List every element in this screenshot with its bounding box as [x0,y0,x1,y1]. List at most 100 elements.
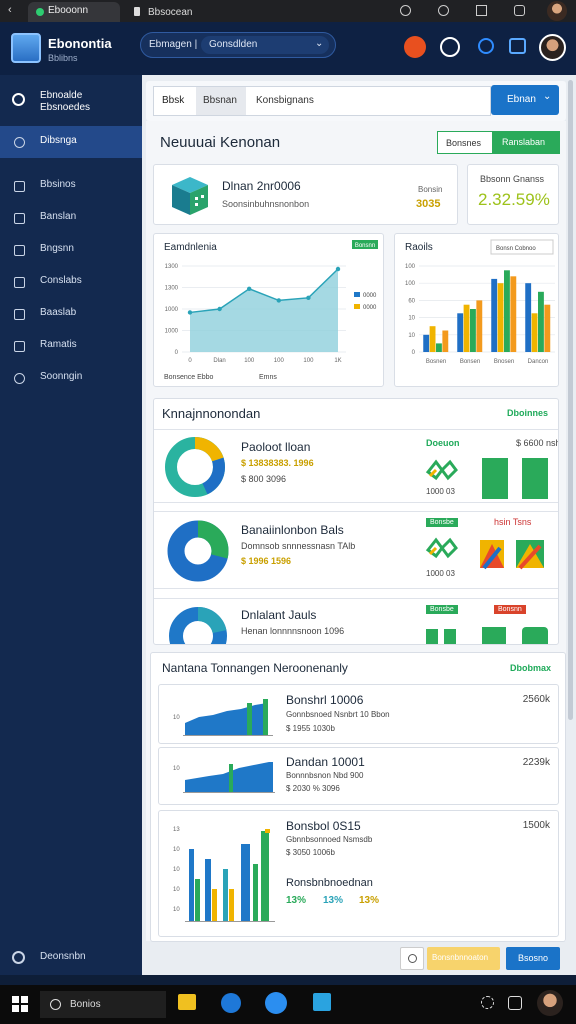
sidebar-item[interactable]: Ramatis [40,339,77,350]
toolbar-search[interactable]: Konsbignans [256,95,314,106]
y-tick-label: 0 [412,350,416,356]
section-title: Nantana Tonnangen Neroonenanly [162,661,348,675]
y-tick-label: 60 [408,298,415,304]
svg-text:10: 10 [173,907,180,913]
app-header: Ebonontia Bblibns Ebmagen | Gonsdlden ⌄ [0,22,576,75]
browser-icon[interactable] [438,5,449,16]
taskbar-search[interactable]: Bonios [40,991,166,1018]
button[interactable]: Ranslaban [493,131,560,154]
item-line: $ 13838383. 1996 [241,458,314,468]
toolbar-tab[interactable]: Bbsk [162,95,185,106]
sidebar-item[interactable]: Dibsnga [40,135,77,146]
sidebar: Ebnoalde Ebsnoedes Dibsnga Bbsinos Banslan… [0,75,142,975]
list-item[interactable]: Banaiinlonbon Bals Domnsob snnnessnasn T… [154,511,558,589]
toolbar-tab: Bbsnan [203,95,237,106]
bar [470,309,476,352]
list-item[interactable]: Dnlalant Jauls Henan lonnnnsnoon 1096 Bo… [154,598,558,644]
svg-text:10: 10 [173,887,180,893]
list-item[interactable]: 10 Bonshrl 10006 Gonnbsnoed Nsnbrt 10 Bb… [158,684,559,744]
bar [538,291,544,352]
avatar[interactable] [547,1,567,21]
item-line: $ 1955 1030b [286,724,335,733]
section-link[interactable]: Dboinnes [506,408,548,418]
item-side: $ 6600 nsh [516,438,559,448]
list-item[interactable]: 10 Dandan 10001 Bonnnbsnon Nbd 900 $ 203… [158,747,559,805]
toolbar-button[interactable]: Ebnan ⌄ [491,85,559,115]
list-item[interactable]: Paoloot lloan $ 13838383. 1996 $ 800 309… [154,429,559,503]
tray-icon[interactable] [481,996,494,1009]
donut-icon [165,437,225,497]
tab-icon [36,8,44,16]
bar [423,334,430,352]
sidebar-bottom[interactable]: Deonsnbn [40,951,86,962]
chart-card: Raoils Bonsn Cobnoo 0 10 10 60 100 100 Bosnen Bon… [394,233,559,387]
sidebar-icon [14,341,25,352]
line [189,268,339,314]
back[interactable]: ‹ [8,4,12,16]
taskbar-app[interactable] [265,992,287,1014]
sidebar-item[interactable]: Conslabs [40,275,82,286]
item-line: Gonnbsnoed Nsnbrt 10 Bbon [286,710,390,719]
item-icon [425,537,458,559]
item-tag: Bonsbe [426,605,458,614]
sidebar-icon [14,245,25,256]
thumbnail: 10 [173,699,273,736]
sidebar-item[interactable]: Soonngin [40,371,83,382]
scrollbar[interactable] [568,80,573,720]
kpi-label: Bonsin [418,185,443,194]
y-tick-label: 100 [405,281,416,287]
chevron: ⌄ [315,38,324,49]
section-link[interactable]: Dbobmax [509,663,551,673]
x-tick-label: 1K [334,358,341,364]
list-item[interactable]: 13 10 10 10 10 Bonsbol 0S15 Gbnnbsonnoed Nsm… [158,810,559,937]
start-button[interactable] [12,996,28,1012]
section-card: Knnajnnonondan Dboinnes Paoloot lloan $ … [153,398,559,645]
sidebar-item[interactable]: Banslan [40,211,77,222]
bar [429,326,436,352]
chart: Raoils Bonsn Cobnoo 0 10 10 60 100 100 Bosnen Bon… [405,239,555,365]
footer-button[interactable]: Bsosno [506,947,560,970]
donut-icon [169,607,227,644]
avatar[interactable] [539,34,566,61]
button[interactable]: Bonsnes [437,131,493,154]
thumbnail: 10 [173,762,275,793]
header-icon[interactable] [478,38,494,54]
tray-icon[interactable] [508,996,522,1010]
header-icon[interactable] [440,37,460,57]
point [187,310,193,315]
sidebar-title: Ebnoalde [40,90,83,101]
y-tick-label: 1000 [165,329,179,335]
item-line: Henan lonnnnsnoon 1096 [241,626,345,636]
search[interactable]: Ebmagen | Gonsdlden ⌄ [140,32,336,58]
bar [491,278,498,352]
header-icon[interactable] [509,38,526,54]
toolbar-tab-bg[interactable]: Bbsnan [196,87,246,115]
footer-button[interactable] [400,947,424,970]
y-tick-label: 1000 [165,307,179,313]
y-tick-label: 1300 [165,264,179,270]
bar [497,283,504,352]
search-text: Ebmagen | [149,39,198,50]
bar [476,300,483,352]
taskbar-app[interactable] [178,994,196,1010]
header-icon[interactable] [404,36,426,58]
browser-icon[interactable] [514,5,525,16]
item-pct: 13% [286,895,307,906]
dropdown[interactable] [490,239,554,255]
sidebar-item[interactable]: Bngsnn [40,243,74,254]
browser-icon[interactable] [400,5,411,16]
browser-icon[interactable] [476,5,487,16]
x-tick-label: Bonsen [460,359,480,365]
sidebar-item[interactable]: Bbsinos [40,179,76,190]
footer-button[interactable]: Bonsnbnnoaton [427,947,500,970]
avatar[interactable] [537,990,563,1016]
kpi-card: Dlnan 2nr0006 Soonsinbuhnsnonbon Bonsin … [153,164,458,225]
logo[interactable] [11,33,41,63]
taskbar-app[interactable] [221,993,241,1013]
browser-bar: ‹ Ebooonn Bbsocean [0,0,576,22]
sidebar-item[interactable]: Baaslab [40,307,77,318]
taskbar-app[interactable] [313,993,331,1011]
tab[interactable]: Bbsocean [128,2,228,22]
tab[interactable]: Ebooonn [28,2,120,22]
search-select[interactable]: Gonsdlden ⌄ [201,36,329,54]
